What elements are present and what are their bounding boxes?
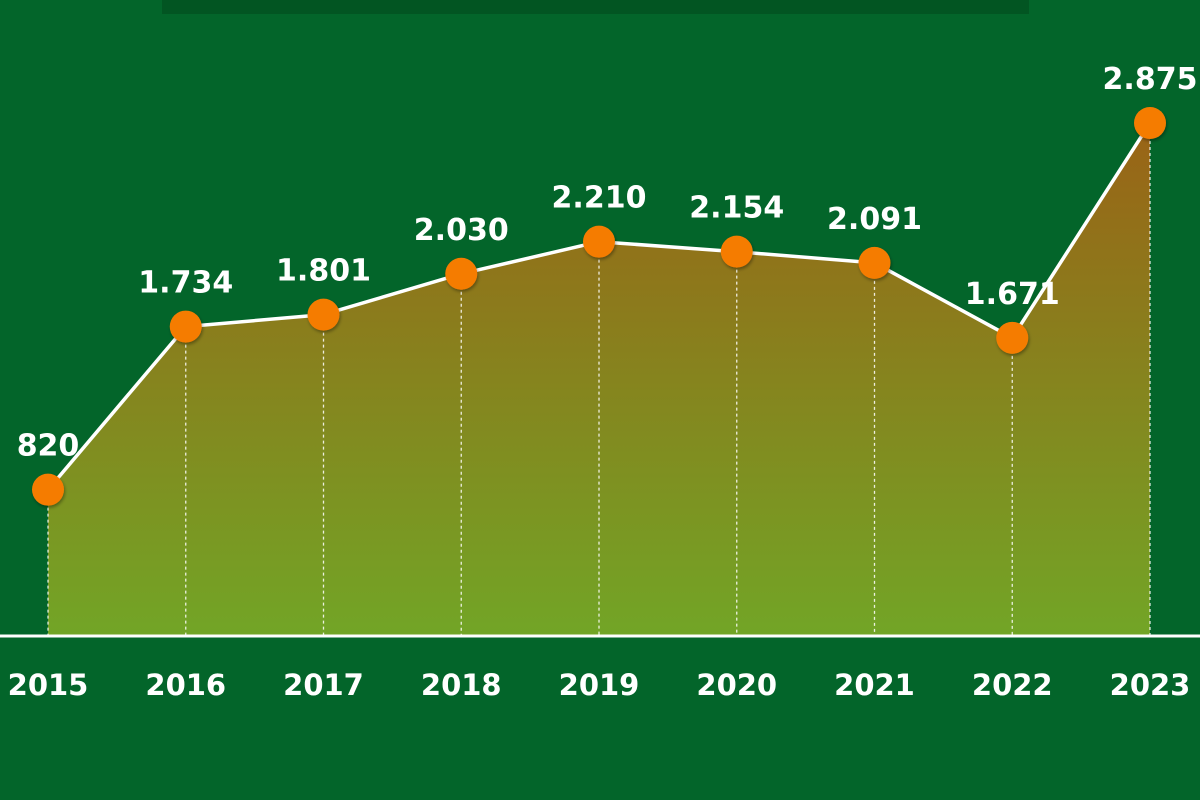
- x-tick-label-2022: 2022: [972, 668, 1053, 702]
- marker-2021: [858, 246, 891, 279]
- marker-2022: [996, 321, 1029, 354]
- marker-2015: [32, 473, 64, 506]
- data-label-2022: 1.671: [965, 277, 1060, 312]
- marker-2020: [720, 235, 753, 268]
- x-tick-labels: 2015 2016 2017 2018 2019 2020 2021 2022 2023: [8, 668, 1191, 702]
- marker-2016: [169, 310, 202, 343]
- data-label-2019: 2.210: [552, 181, 647, 216]
- data-label-2023: 2.875: [1103, 62, 1198, 97]
- marker-2018: [445, 257, 478, 290]
- x-tick-label-2015: 2015: [8, 668, 89, 702]
- x-tick-label-2023: 2023: [1110, 668, 1191, 702]
- data-label-2017: 1.801: [276, 254, 371, 289]
- data-label-2018: 2.030: [414, 213, 509, 248]
- marker-2023: [1134, 107, 1166, 139]
- x-tick-label-2018: 2018: [421, 668, 502, 702]
- drop-lines: [47, 123, 1151, 636]
- marker-2019: [583, 225, 615, 258]
- data-label-2016: 1.734: [138, 266, 233, 301]
- data-label-2021: 2.091: [827, 202, 922, 237]
- data-markers: [32, 107, 1166, 506]
- data-labels: 820 1.734 1.801 2.030 2.210 2.154 2.091 1.671 2.…: [17, 62, 1198, 464]
- x-tick-label-2020: 2020: [696, 668, 777, 702]
- x-tick-label-2019: 2019: [559, 668, 640, 702]
- x-tick-label-2016: 2016: [145, 668, 226, 702]
- data-label-2015: 820: [17, 429, 80, 464]
- data-label-2020: 2.154: [689, 191, 784, 226]
- marker-2017: [307, 298, 340, 331]
- x-tick-label-2017: 2017: [283, 668, 364, 702]
- x-tick-label-2021: 2021: [834, 668, 915, 702]
- top-banner-strip: [162, 0, 1029, 14]
